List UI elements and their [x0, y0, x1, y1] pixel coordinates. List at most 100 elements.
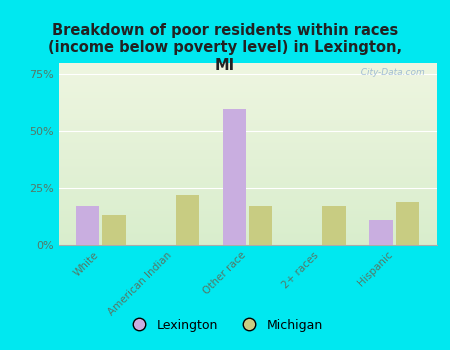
Bar [58, 105, 436, 106]
Bar [58, 92, 436, 93]
Bar [58, 167, 436, 168]
Bar [58, 201, 436, 202]
Bar [58, 89, 436, 90]
Bar [58, 225, 436, 226]
Bar [58, 63, 436, 64]
Bar [58, 206, 436, 207]
Bar [58, 243, 436, 244]
Bar [58, 147, 436, 148]
Bar [58, 119, 436, 120]
Bar [58, 233, 436, 234]
Bar [58, 234, 436, 235]
Bar [369, 220, 393, 245]
Bar [58, 207, 436, 208]
Bar [58, 74, 436, 75]
Bar [58, 168, 436, 169]
Bar [58, 224, 436, 225]
Bar [58, 136, 436, 137]
Bar [58, 130, 436, 131]
Bar [58, 81, 436, 82]
Bar [58, 72, 436, 73]
Bar [58, 84, 436, 85]
Bar [58, 173, 436, 174]
Bar [58, 185, 436, 186]
Bar [58, 153, 436, 154]
Bar [58, 75, 436, 76]
Bar [58, 203, 436, 204]
Bar [58, 112, 436, 113]
Bar [58, 107, 436, 108]
Bar [58, 87, 436, 88]
Bar [58, 221, 436, 222]
Bar [58, 82, 436, 83]
Bar [58, 93, 436, 94]
Bar [58, 66, 436, 68]
Bar [58, 186, 436, 187]
Bar [58, 142, 436, 143]
Bar [58, 195, 436, 196]
Bar [58, 131, 436, 132]
Bar [58, 106, 436, 107]
Legend: Lexington, Michigan: Lexington, Michigan [122, 314, 328, 337]
Bar [58, 103, 436, 104]
Bar [58, 156, 436, 157]
Bar [58, 241, 436, 242]
Bar [58, 226, 436, 227]
Bar [58, 79, 436, 80]
Bar [102, 216, 126, 245]
Bar [58, 229, 436, 230]
Bar [58, 115, 436, 116]
Bar [58, 217, 436, 218]
Bar [58, 158, 436, 159]
Bar [58, 159, 436, 160]
Bar [58, 139, 436, 140]
Bar [58, 197, 436, 198]
Bar [58, 65, 436, 66]
Bar [58, 213, 436, 214]
Bar [58, 83, 436, 84]
Bar [58, 198, 436, 200]
Bar [58, 151, 436, 152]
Bar [58, 122, 436, 123]
Bar [58, 182, 436, 183]
Bar [58, 177, 436, 178]
Bar [58, 104, 436, 105]
Bar [58, 71, 436, 72]
Bar [58, 140, 436, 141]
Bar [58, 222, 436, 223]
Bar [58, 121, 436, 122]
Bar [58, 152, 436, 153]
Bar [58, 166, 436, 167]
Bar [58, 88, 436, 89]
Bar [58, 118, 436, 119]
Bar [58, 101, 436, 102]
Bar [58, 137, 436, 138]
Bar [58, 242, 436, 243]
Bar [58, 208, 436, 209]
Bar [58, 232, 436, 233]
Bar [58, 94, 436, 95]
Bar [58, 188, 436, 189]
Bar [58, 202, 436, 203]
Bar [58, 196, 436, 197]
Bar [58, 128, 436, 130]
Bar [58, 97, 436, 98]
Bar [58, 95, 436, 96]
Bar [58, 124, 436, 125]
Bar [58, 170, 436, 171]
Bar [58, 100, 436, 101]
Bar [58, 172, 436, 173]
Bar [58, 199, 436, 201]
Bar [58, 214, 436, 215]
Text: City-Data.com: City-Data.com [356, 69, 425, 77]
Bar [76, 206, 99, 245]
Bar [58, 69, 436, 70]
Bar [58, 227, 436, 228]
Bar [58, 150, 436, 151]
Bar [58, 127, 436, 128]
Bar [58, 116, 436, 117]
Bar [58, 174, 436, 175]
Bar [58, 218, 436, 219]
Bar [58, 102, 436, 103]
Bar [58, 205, 436, 206]
